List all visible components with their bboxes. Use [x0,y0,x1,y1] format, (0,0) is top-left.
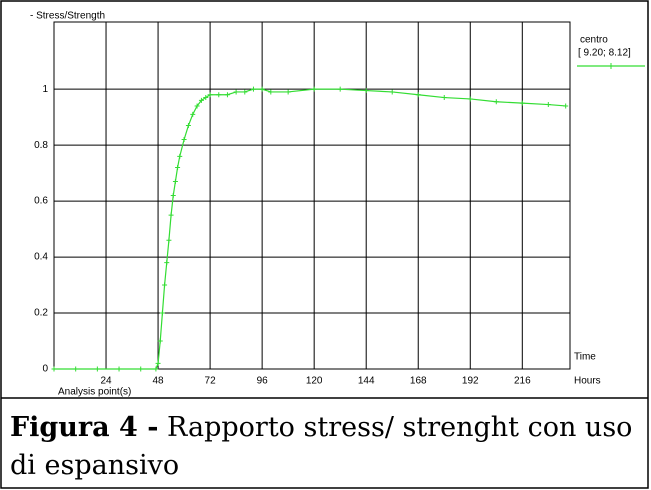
point-marker [159,310,165,316]
point-marker [155,360,161,366]
caption: Figura 4 - Rapporto stress/ strenght con… [10,412,632,443]
point-marker [467,96,473,102]
x-tick-label: 96 [257,376,269,387]
y-axis-label: - Stress/Strength [30,11,105,22]
x-tick-label: 24 [100,376,112,387]
point-marker [250,86,256,92]
point-marker [519,100,525,106]
x-unit-label: Time [574,352,596,363]
point-marker [153,366,159,372]
x-tick-label: 72 [205,376,217,387]
point-marker [194,103,200,109]
point-marker [242,89,248,95]
caption-text: Rapporto stress/ strenght con uso [167,412,632,443]
y-tick-label: 0 [42,364,48,375]
x-tick-label: 120 [306,376,323,387]
point-marker [181,137,187,143]
y-tick-label: 0.8 [34,140,48,151]
point-marker [162,282,168,288]
x-tick-label: 192 [462,376,479,387]
y-tick-label: 1 [42,84,48,95]
point-marker [190,111,196,117]
point-marker [51,366,57,372]
point-marker [363,88,369,94]
point-marker [415,92,421,98]
point-marker [170,193,176,198]
point-marker [116,366,122,372]
point-marker [259,86,265,92]
point-marker [172,179,178,185]
series-line [54,88,566,370]
point-marker [94,366,100,372]
point-marker [563,103,569,109]
caption-text: di espansivo [10,450,179,481]
x-tick-label: 216 [514,376,531,387]
point-marker [311,86,317,92]
point-marker [166,237,172,243]
plot-area [53,21,571,370]
point-marker [138,366,144,372]
point-marker [73,366,79,372]
point-marker [216,92,222,98]
point-marker [233,89,239,95]
y-tick-label: 0.4 [34,252,48,263]
x-tick-label: 168 [410,376,427,387]
point-marker [268,89,274,95]
point-marker [285,89,291,95]
point-marker [224,92,230,98]
point-marker [185,123,191,129]
y-tick-label: 0.6 [34,196,48,207]
x-axis-label: Analysis point(s) [58,387,131,398]
legend-location: [ 9.20; 8.12] [578,48,631,59]
point-marker [157,338,163,344]
point-marker [441,95,447,101]
point-marker [203,95,209,101]
point-marker [389,89,395,95]
point-marker [198,97,204,103]
point-marker [337,86,343,92]
x-tick-label: 144 [358,376,375,387]
point-marker [207,92,213,98]
point-marker [493,99,499,105]
x-unit: Hours [574,376,601,387]
x-tick-label: 48 [153,376,165,387]
point-marker [175,165,181,171]
point-marker [545,102,551,108]
caption-label: Figura 4 - [10,412,158,443]
point-marker [168,212,174,218]
legend-label: centro [580,35,608,46]
point-marker [164,260,170,266]
point-marker [177,153,183,159]
y-tick-label: 0.2 [34,308,48,319]
